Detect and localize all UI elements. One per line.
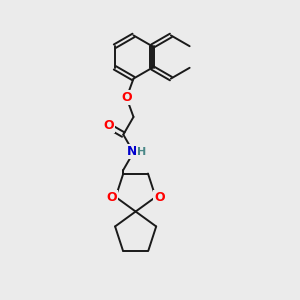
Text: O: O: [103, 119, 114, 132]
Text: O: O: [154, 190, 164, 203]
Text: H: H: [137, 147, 146, 157]
Text: N: N: [127, 145, 137, 158]
Text: O: O: [107, 190, 117, 203]
Text: O: O: [121, 91, 132, 104]
